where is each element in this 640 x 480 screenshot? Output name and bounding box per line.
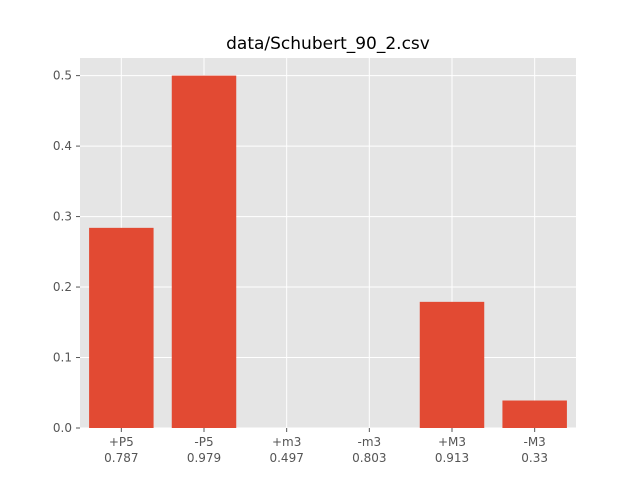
axes: 0.0 0.1 0.2 0.3 0.4 0.5 +P5 0.787 -P5 0.979 +m3 0.4…	[53, 69, 548, 465]
x-tick-sublabel-5: 0.33	[521, 451, 548, 465]
bars	[89, 75, 567, 428]
plot-area	[80, 58, 576, 428]
x-tick-label-2: +m3	[272, 435, 301, 449]
x-tick-label-0: +P5	[109, 435, 134, 449]
y-tick-label-4: 0.4	[53, 139, 72, 153]
y-tick-label-5: 0.5	[53, 69, 72, 83]
y-tick-label-0: 0.0	[53, 421, 72, 435]
x-tick-label-5: -M3	[524, 435, 546, 449]
bar-5	[502, 400, 567, 428]
x-tick-sublabel-2: 0.497	[269, 451, 303, 465]
x-tick-sublabel-0: 0.787	[104, 451, 138, 465]
bar-1	[171, 75, 237, 428]
x-tick-label-1: -P5	[194, 435, 213, 449]
bar-4	[419, 301, 485, 428]
x-tick-sublabel-3: 0.803	[352, 451, 386, 465]
bar-0	[89, 227, 154, 428]
x-tick-sublabel-4: 0.913	[435, 451, 469, 465]
x-tick-label-3: -m3	[358, 435, 382, 449]
y-tick-label-2: 0.2	[53, 280, 72, 294]
y-tick-label-3: 0.3	[53, 210, 72, 224]
chart-title: data/Schubert_90_2.csv	[226, 34, 430, 54]
y-tick-label-1: 0.1	[53, 351, 72, 365]
x-tick-label-4: +M3	[438, 435, 466, 449]
x-tick-sublabel-1: 0.979	[187, 451, 221, 465]
